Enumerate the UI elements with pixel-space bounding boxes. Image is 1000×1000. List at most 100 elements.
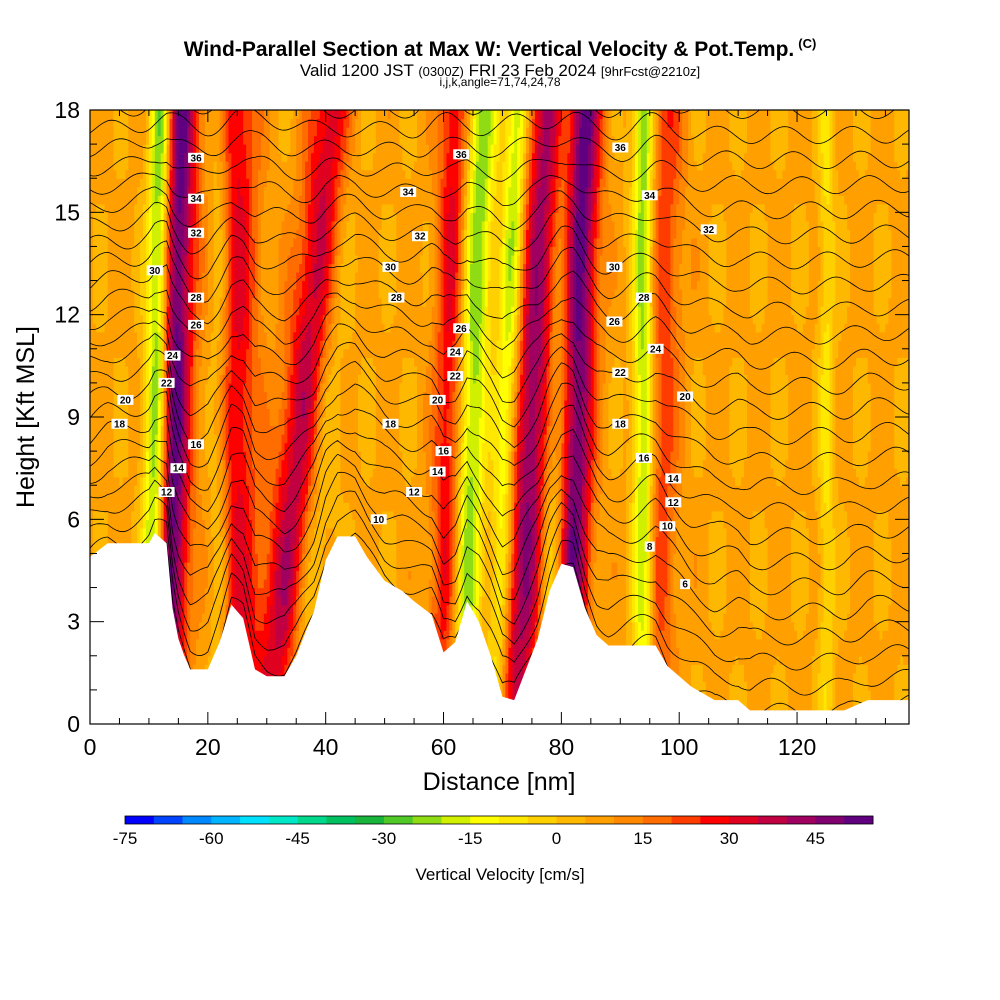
velocity-cell — [98, 399, 103, 410]
velocity-cell — [104, 220, 109, 230]
velocity-cell — [122, 135, 126, 145]
velocity-cell — [90, 152, 94, 162]
velocity-cell — [113, 110, 118, 120]
velocity-cell — [122, 365, 126, 375]
velocity-cell — [101, 451, 106, 461]
velocity-cell — [98, 374, 103, 384]
velocity-cell — [92, 229, 97, 239]
velocity-cell — [90, 289, 94, 299]
velocity-cell — [119, 527, 124, 537]
velocity-cell — [116, 442, 121, 452]
velocity-cell — [113, 127, 118, 137]
velocity-cell — [110, 365, 115, 375]
velocity-cell — [101, 246, 106, 256]
velocity-cell — [125, 502, 129, 512]
velocity-cell — [92, 468, 97, 478]
velocity-cell — [95, 246, 100, 256]
velocity-cell — [92, 365, 97, 375]
velocity-cell — [92, 237, 97, 248]
velocity-cell — [104, 434, 109, 444]
velocity-cell — [90, 536, 94, 546]
velocity-cell — [104, 365, 109, 375]
velocity-cell — [101, 306, 106, 316]
velocity-cell — [125, 203, 129, 213]
velocity-cell — [122, 408, 126, 418]
velocity-cell — [119, 519, 124, 529]
velocity-cell — [116, 169, 121, 179]
velocity-cell — [104, 468, 109, 478]
velocity-cell — [101, 314, 106, 324]
velocity-cell — [119, 297, 124, 307]
velocity-cell — [104, 485, 109, 495]
velocity-cell — [107, 220, 112, 230]
velocity-cell — [101, 502, 106, 512]
velocity-cell — [101, 272, 106, 282]
velocity-cell — [122, 161, 126, 171]
velocity-cell — [113, 391, 118, 401]
velocity-cell — [122, 144, 126, 154]
velocity-cell — [110, 391, 115, 401]
velocity-cell — [92, 254, 97, 265]
velocity-cell — [90, 391, 94, 401]
velocity-cell — [110, 323, 115, 333]
velocity-cell — [113, 229, 118, 239]
velocity-cell — [107, 374, 112, 384]
velocity-cell — [95, 237, 100, 248]
velocity-cell — [128, 451, 132, 461]
velocity-cell — [90, 272, 94, 282]
velocity-cell — [113, 186, 118, 196]
velocity-cell — [128, 374, 132, 384]
velocity-cell — [90, 178, 94, 188]
velocity-cell — [122, 382, 126, 393]
velocity-cell — [90, 357, 94, 367]
velocity-cell — [101, 510, 106, 520]
velocity-cell — [101, 459, 106, 469]
velocity-cell — [125, 459, 129, 469]
velocity-cell — [122, 502, 126, 512]
velocity-cell — [98, 510, 103, 520]
velocity-cell — [90, 434, 94, 444]
velocity-cell — [101, 417, 106, 427]
velocity-cell — [128, 459, 132, 469]
velocity-cell — [90, 382, 94, 393]
velocity-cell — [122, 203, 126, 213]
velocity-cell — [95, 365, 100, 375]
velocity-cell — [101, 152, 106, 162]
velocity-cell — [92, 451, 97, 461]
velocity-cell — [116, 263, 121, 273]
velocity-cell — [122, 468, 126, 478]
velocity-cell — [90, 254, 94, 265]
velocity-cell — [110, 254, 115, 265]
velocity-cell — [125, 229, 129, 239]
velocity-cell — [90, 348, 94, 358]
velocity-cell — [104, 178, 109, 188]
velocity-cell — [90, 340, 94, 350]
velocity-cell — [113, 434, 118, 444]
velocity-cell — [122, 289, 126, 299]
velocity-cell — [110, 519, 115, 529]
velocity-cell — [95, 544, 100, 555]
velocity-cell — [116, 297, 121, 307]
velocity-cell — [98, 178, 103, 188]
velocity-cell — [110, 297, 115, 307]
velocity-cell — [98, 297, 103, 307]
velocity-cell — [101, 144, 106, 154]
velocity-cell — [119, 237, 124, 248]
velocity-cell — [95, 135, 100, 145]
velocity-cell — [122, 254, 126, 265]
velocity-cell — [125, 280, 129, 290]
velocity-cell — [128, 442, 132, 452]
velocity-cell — [98, 220, 103, 230]
velocity-cell — [110, 178, 115, 188]
velocity-cell — [92, 306, 97, 316]
velocity-cell — [101, 527, 106, 537]
velocity-cell — [95, 263, 100, 273]
chart-subtitle: Valid 1200 JST (0300Z) FRI 23 Feb 2024 [… — [0, 61, 1000, 81]
velocity-cell — [110, 357, 115, 367]
velocity-cell — [107, 459, 112, 469]
velocity-cell — [92, 476, 97, 486]
velocity-cell — [104, 417, 109, 427]
velocity-cell — [90, 263, 94, 273]
velocity-cell — [98, 246, 103, 256]
velocity-cell — [101, 365, 106, 375]
